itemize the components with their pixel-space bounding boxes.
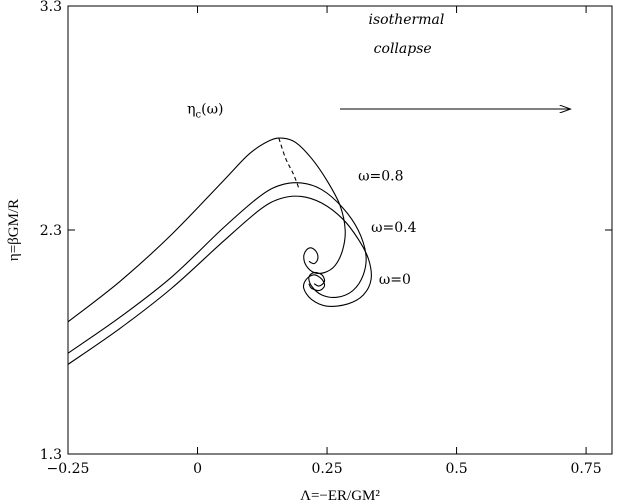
series-line-2: [67, 137, 346, 323]
annotation-2: ω=0: [379, 272, 411, 288]
x-tick-label: 0.75: [571, 461, 602, 477]
annotation-5: collapse: [374, 41, 432, 57]
y-axis-label: η=βGM/R: [6, 199, 22, 261]
x-axis-label: Λ=−ER/GM²: [300, 488, 380, 504]
annotation-1: ω=0.4: [371, 220, 417, 236]
critical-eta-dashed-line: [278, 137, 300, 188]
x-tick-label: 0: [193, 461, 202, 477]
x-tick-label: −0.25: [47, 461, 90, 477]
y-tick-label: 1.3: [40, 447, 62, 463]
tick-labels: −0.25 0 0.25 0.5 0.75 1.3 2.3 3.3: [40, 0, 602, 477]
x-tick-label: 0.5: [445, 461, 467, 477]
y-tick-label: 3.3: [40, 0, 62, 15]
y-tick-label: 2.3: [40, 223, 62, 239]
x-tick-label: 0.25: [311, 461, 342, 477]
plot-frame: [67, 5, 613, 455]
series-line-1: [67, 182, 367, 354]
series-layer: [67, 137, 372, 365]
series-line-0: [67, 195, 372, 365]
annotation-0: ω=0.8: [358, 169, 403, 185]
annotation-4: isothermal: [368, 12, 444, 28]
annotations: ω=0.8 ω=0.4 ω=0 ηc(ω) isothermal collapse: [187, 12, 570, 288]
annotation-3: ηc(ω): [187, 102, 223, 121]
axis-ticks: [67, 5, 612, 455]
